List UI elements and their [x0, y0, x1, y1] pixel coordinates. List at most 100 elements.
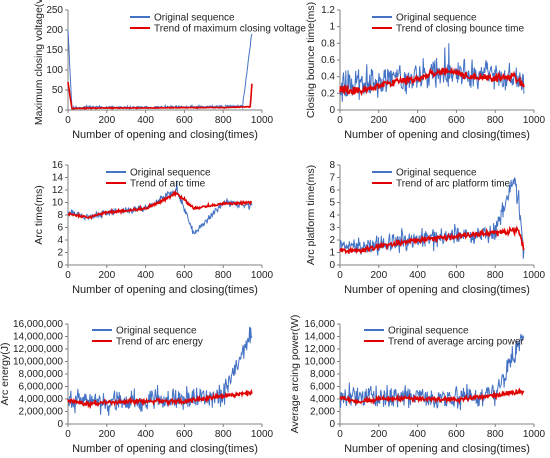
y-tick-label: 10,000: [304, 357, 335, 368]
x-tick-label: 0: [337, 115, 343, 126]
y-axis-title: Average arcing power(W): [289, 315, 301, 434]
y-tick-label: 1: [329, 22, 335, 33]
y-tick-label: 4: [329, 210, 335, 221]
legend-original-label: Original sequence: [116, 326, 197, 337]
x-tick-label: 400: [137, 429, 154, 440]
x-tick-label: 600: [448, 429, 465, 440]
y-tick-label: 200: [46, 25, 63, 36]
series-original-sequence: [339, 333, 525, 411]
x-tick-label: 0: [337, 270, 343, 281]
x-axis-title: Number of opening and closing(times): [344, 129, 530, 141]
x-axis-title: Number of opening and closing(times): [344, 284, 530, 296]
y-tick-label: 16,000,000: [13, 319, 63, 330]
y-tick-label: 1.2: [321, 5, 335, 16]
y-tick-label: 6,000,000: [19, 382, 64, 393]
x-tick-label: 1000: [523, 115, 546, 126]
y-tick-label: 2,000,000: [19, 407, 64, 418]
x-tick-label: 400: [137, 270, 154, 281]
x-tick-label: 1000: [251, 115, 274, 126]
y-tick-label: 0.8: [321, 38, 335, 49]
x-tick-label: 1000: [251, 270, 274, 281]
y-tick-label: 0: [329, 105, 335, 116]
y-axis-title: Closing bounce time(ms): [305, 2, 317, 118]
y-tick-label: 3: [329, 223, 335, 234]
y-tick-label: 6,000: [310, 382, 335, 393]
x-tick-label: 600: [176, 429, 193, 440]
series-original-sequence: [67, 326, 253, 416]
y-tick-label: 100: [46, 65, 63, 76]
x-tick-label: 400: [409, 270, 426, 281]
y-tick-label: 4,000: [310, 394, 335, 405]
y-tick-label: 6: [57, 223, 63, 234]
x-tick-label: 200: [370, 115, 387, 126]
y-tick-label: 6: [329, 185, 335, 196]
x-tick-label: 200: [98, 115, 115, 126]
legend-trend-label: Trend of maximum closing voltage: [154, 24, 306, 35]
y-tick-label: 10,000,000: [13, 357, 63, 368]
series-original-sequence: [67, 29, 253, 110]
series-trend: [339, 66, 525, 97]
series-trend: [67, 388, 253, 410]
y-tick-label: 7: [329, 173, 335, 184]
x-tick-label: 1000: [523, 270, 546, 281]
x-axis-title: Number of opening and closing(times): [72, 129, 258, 141]
x-axis-title: Number of opening and closing(times): [72, 443, 258, 455]
legend-trend-label: Trend of arc energy: [116, 337, 203, 348]
y-tick-label: 4,000,000: [19, 394, 64, 405]
x-tick-label: 400: [137, 115, 154, 126]
x-tick-label: 200: [370, 270, 387, 281]
y-axis-title: Arc energy(J): [0, 342, 11, 405]
y-tick-label: 0: [57, 260, 63, 271]
series-trend: [67, 189, 253, 220]
y-tick-label: 10: [52, 198, 64, 209]
y-tick-label: 14: [52, 173, 64, 184]
x-tick-label: 200: [98, 429, 115, 440]
legend-original-label: Original sequence: [154, 13, 235, 24]
y-tick-label: 2: [329, 235, 335, 246]
y-tick-label: 14,000,000: [13, 332, 63, 343]
y-tick-label: 8,000: [310, 369, 335, 380]
legend-original-label: Original sequence: [388, 326, 469, 337]
x-tick-label: 800: [487, 115, 504, 126]
x-tick-label: 200: [370, 429, 387, 440]
y-tick-label: 0.2: [321, 88, 335, 99]
x-tick-label: 1000: [523, 429, 546, 440]
x-tick-label: 400: [409, 115, 426, 126]
y-tick-label: 4: [57, 235, 63, 246]
legend-original-label: Original sequence: [396, 168, 477, 179]
y-tick-label: 2: [57, 248, 63, 259]
x-tick-label: 800: [215, 270, 232, 281]
y-tick-label: 150: [46, 45, 63, 56]
x-tick-label: 800: [215, 115, 232, 126]
x-axis-title: Number of opening and closing(times): [72, 284, 258, 296]
y-tick-label: 14,000: [304, 332, 335, 343]
series-trend: [339, 225, 525, 255]
y-tick-label: 0: [329, 260, 335, 271]
y-tick-label: 2,000: [310, 407, 335, 418]
legend-trend-label: Trend of arc platform time: [396, 179, 511, 190]
y-tick-label: 5: [329, 198, 335, 209]
y-tick-label: 8: [57, 210, 63, 221]
series-trend: [67, 81, 253, 110]
x-tick-label: 0: [65, 429, 71, 440]
x-tick-label: 1000: [251, 429, 274, 440]
x-tick-label: 800: [487, 270, 504, 281]
x-tick-label: 800: [487, 429, 504, 440]
y-tick-label: 1: [329, 248, 335, 259]
x-tick-label: 0: [65, 270, 71, 281]
x-tick-label: 600: [176, 115, 193, 126]
y-axis-title: Maximum closing voltage(v): [33, 0, 45, 125]
x-tick-label: 400: [409, 429, 426, 440]
y-tick-label: 12,000: [304, 344, 335, 355]
y-tick-label: 8: [329, 160, 335, 171]
chart-panel-2: 0 0.2 0.4 0.6 0.8 1 1.2 0 200 400 600 800 1000 Number…: [305, 2, 546, 141]
